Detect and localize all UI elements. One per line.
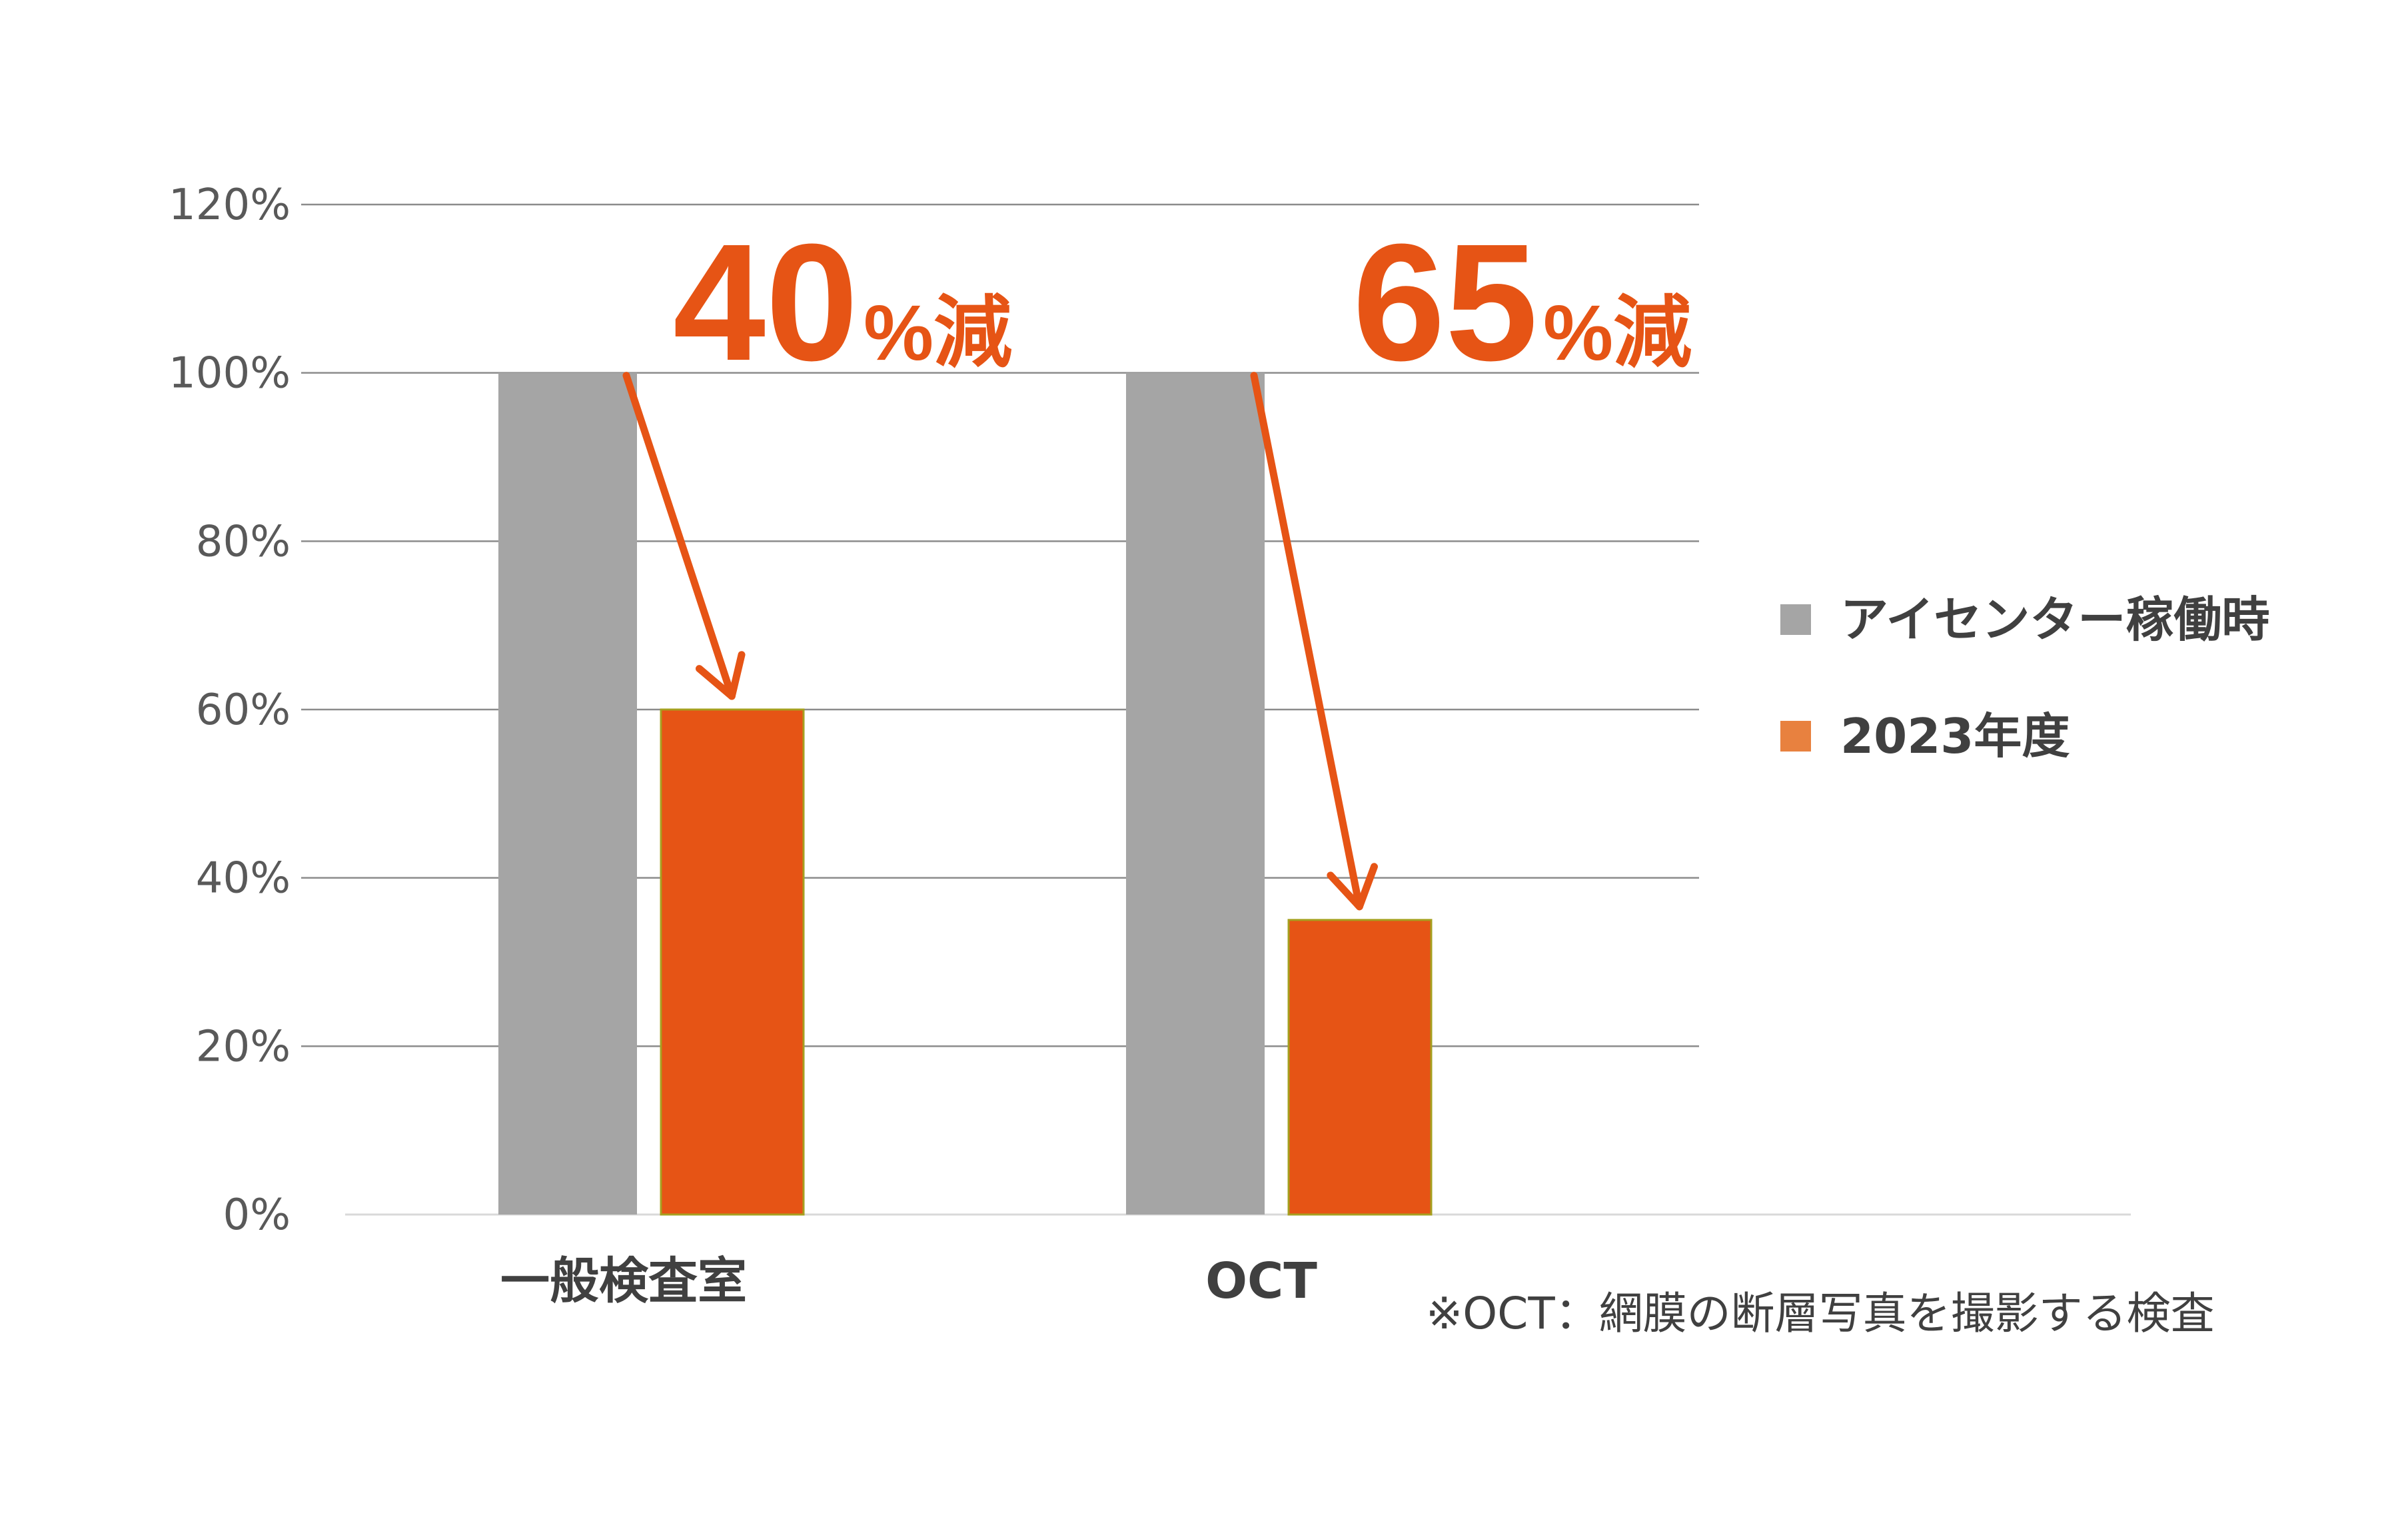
- legend-label: 2023年度: [1840, 708, 2070, 764]
- y-tick-label: 20%: [196, 1022, 291, 1071]
- reduction-annotation: 65%減: [1353, 209, 1692, 395]
- y-axis-ticks: 0% 20% 40% 60% 80% 100% 120%: [169, 181, 291, 1240]
- annotation-arrows: [622, 372, 1378, 911]
- x-category-label: OCT: [1205, 1253, 1317, 1310]
- reduction-arrow: [1250, 372, 1378, 911]
- y-tick-label: 100%: [169, 349, 291, 398]
- legend-swatch: [1780, 721, 1811, 752]
- annotations: 40%減 65%減: [673, 209, 1692, 395]
- reduction-arrow: [622, 372, 746, 700]
- y-tick-label: 40%: [196, 854, 291, 903]
- bars: [498, 372, 1433, 1216]
- bar-baseline-1: [498, 372, 637, 1215]
- bar-current-1: [660, 708, 805, 1216]
- y-tick-label: 120%: [169, 181, 291, 230]
- reduction-annotation: 40%減: [673, 209, 1012, 395]
- legend-swatch: [1780, 604, 1811, 635]
- y-tick-label: 60%: [196, 686, 291, 735]
- y-tick-label: 0%: [223, 1191, 291, 1240]
- bar-current-2: [1287, 919, 1433, 1216]
- legend-label: アイセンター稼働時: [1840, 592, 2269, 648]
- legend-item: アイセンター稼働時: [1780, 592, 2269, 648]
- y-tick-label: 80%: [196, 517, 291, 566]
- x-axis-labels: 一般検査室 OCT: [500, 1253, 1317, 1310]
- footnote: ※OCT：網膜の断層写真を撮影する検査: [1426, 1288, 2215, 1339]
- x-category-label: 一般検査室: [500, 1253, 747, 1310]
- bar-baseline-2: [1126, 372, 1265, 1215]
- legend: アイセンター稼働時 2023年度: [1780, 592, 2269, 764]
- legend-item: 2023年度: [1780, 708, 2070, 764]
